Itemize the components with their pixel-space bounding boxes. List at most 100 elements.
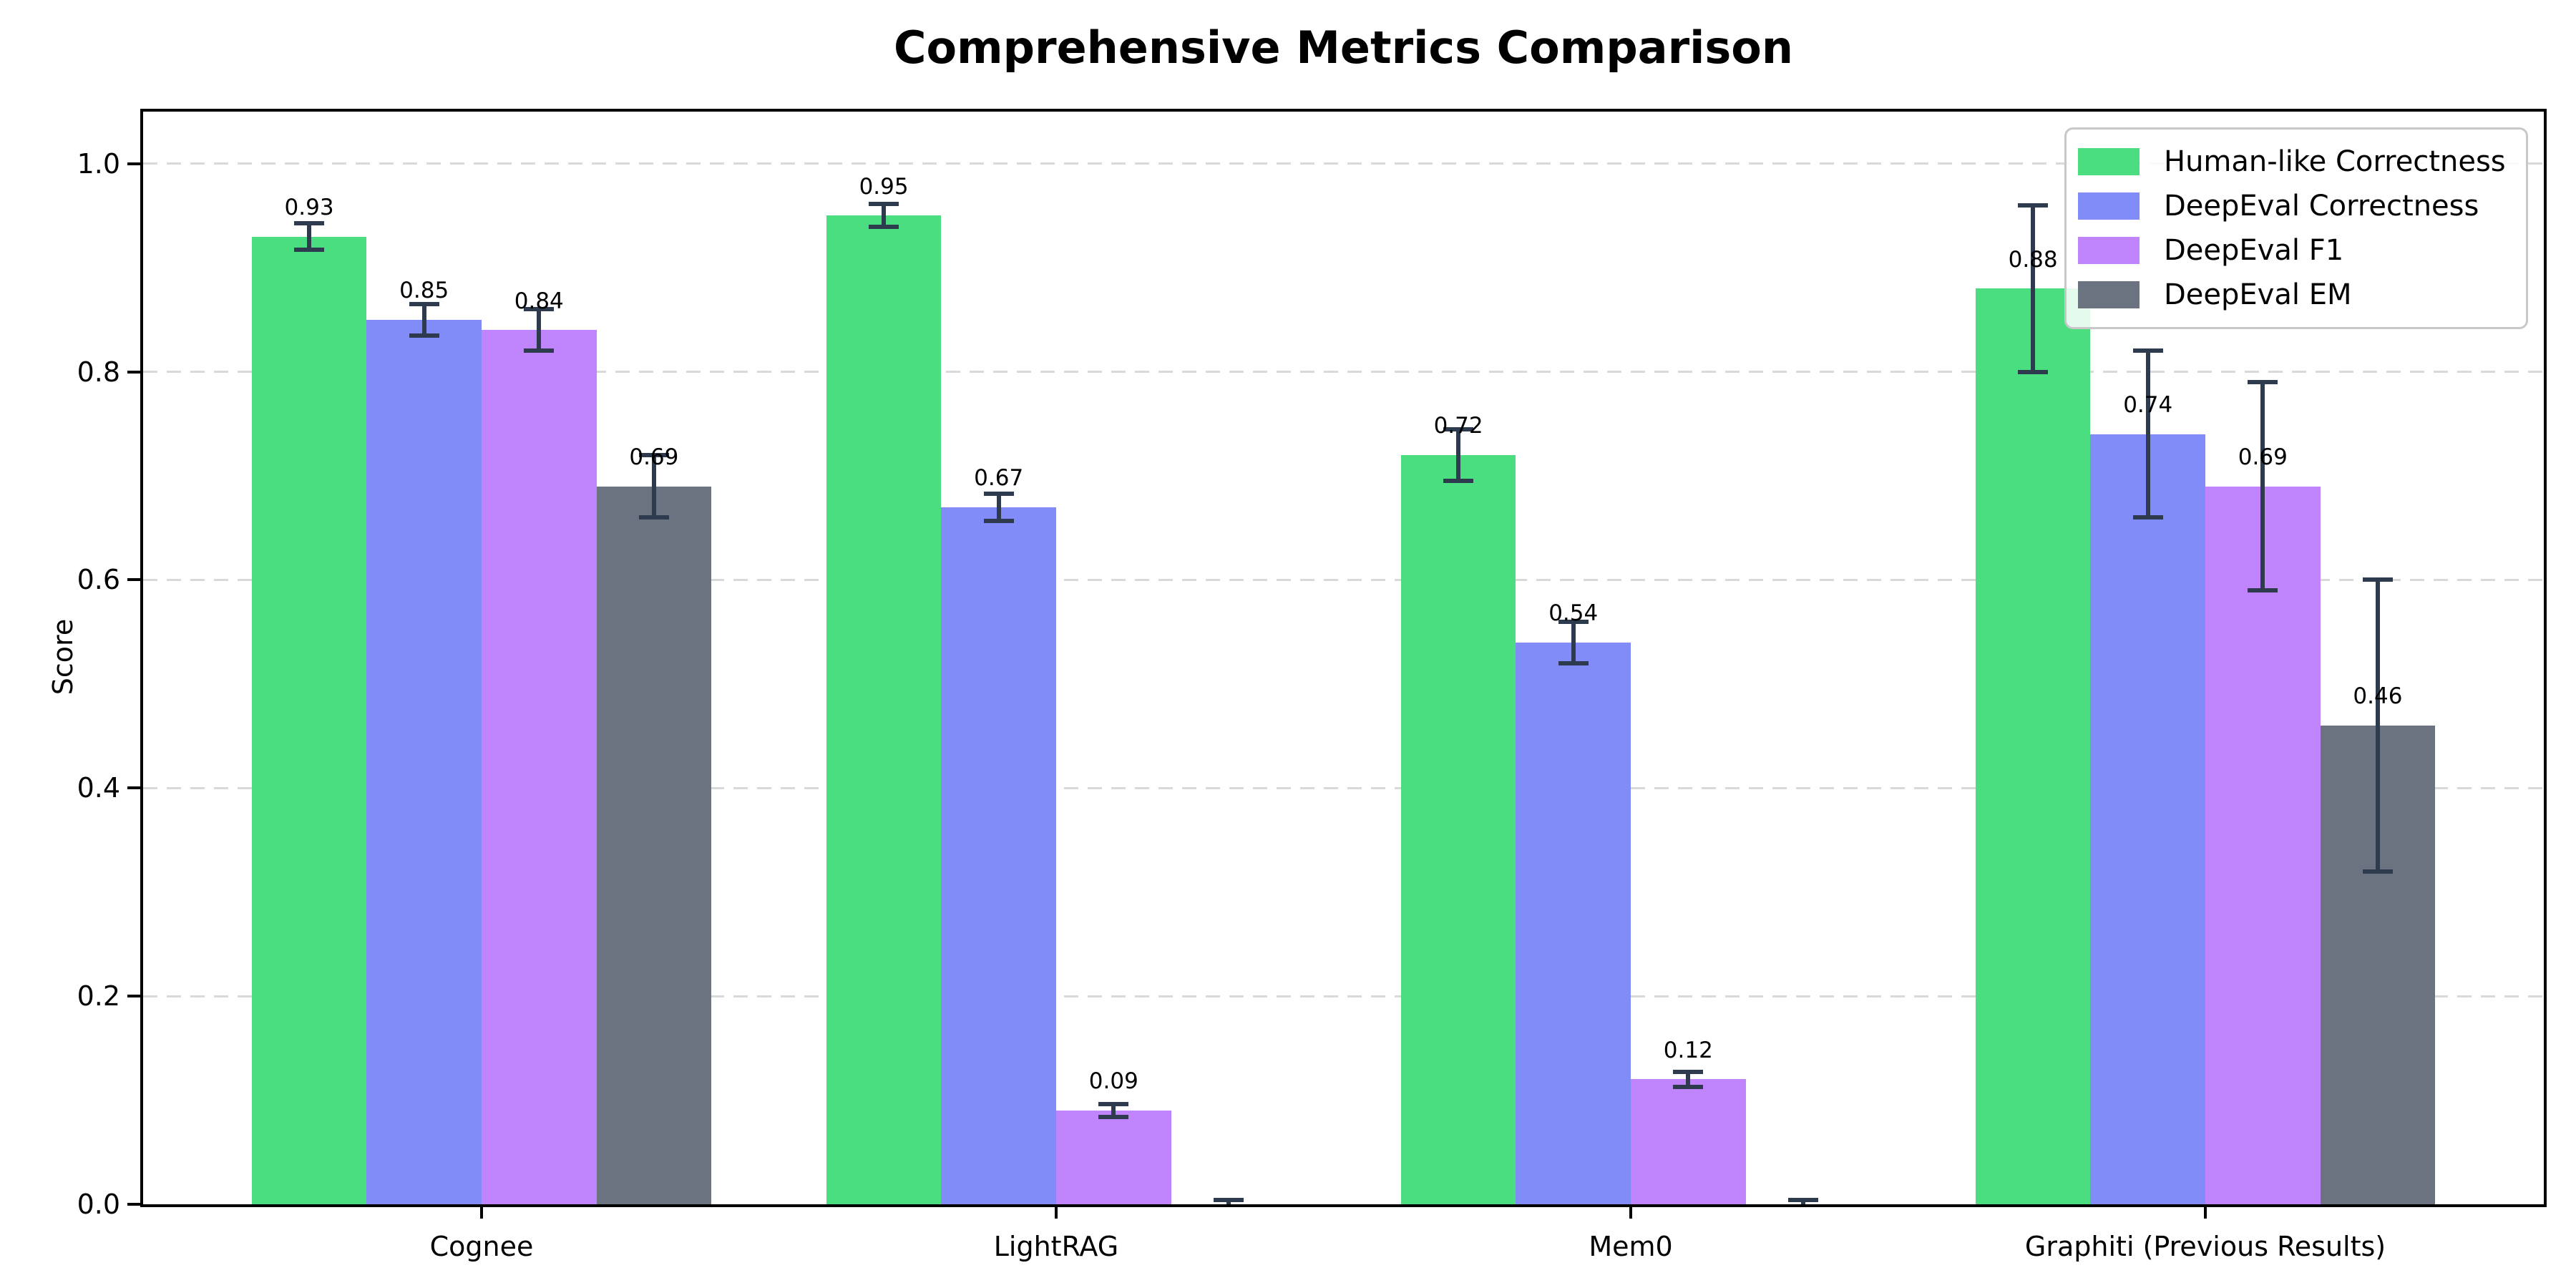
error-bar-cap-top [638,452,669,457]
error-bar-cap-top [1098,1102,1129,1107]
y-tick-label: 0.8 [77,356,120,388]
error-bar-cap-bottom [1443,479,1474,484]
y-tick-label: 0.4 [77,772,120,804]
y-tick-mark [127,995,140,998]
legend-label: Human-like Correctness [2164,145,2506,178]
bar-value-label: 0.67 [974,464,1024,491]
bar-value-label: 0.74 [2123,392,2173,419]
error-bar-cap-top [1787,1198,1818,1203]
bar-value-label: 0.09 [1088,1068,1138,1095]
error-bar-cap-bottom [2018,369,2049,374]
error-bar-cap-top [869,202,899,207]
error-bar-cap-top [524,307,555,312]
y-tick-label: 0.6 [77,564,120,596]
gridline [143,995,2544,997]
error-bar [996,493,1001,521]
legend-item: DeepEval Correctness [2078,184,2519,228]
error-bar-cap-top [2132,348,2163,353]
error-bar-cap-bottom [524,348,555,353]
y-axis-label: Score [47,618,79,696]
legend-item: Human-like Correctness [2078,140,2519,184]
error-bar [882,204,887,228]
error-bar-cap-bottom [294,248,325,253]
bar-value-label: 0.46 [2353,683,2403,710]
bar-mem0-s1 [1516,642,1631,1204]
x-tick-mark [1629,1207,1632,1219]
x-tick-label-3: Graphiti (Previous Results) [2024,1231,2386,1262]
bar-value-label: 0.72 [1433,413,1483,439]
error-bar [2260,382,2265,590]
error-bar [1686,1072,1691,1087]
bar-value-label: 0.12 [1663,1037,1713,1063]
x-tick-mark [479,1207,483,1219]
error-bar-cap-bottom [1673,1084,1704,1089]
bar-lightrag-s0 [826,215,942,1204]
chart-legend: Human-like Correctness DeepEval Correctne… [2064,127,2528,329]
error-bar-cap-bottom [2132,515,2163,520]
error-bar-cap-top [409,302,439,307]
error-bar-cap-bottom [869,225,899,230]
error-bar-cap-top [294,220,325,225]
legend-swatch-icon [2078,281,2140,308]
bar-value-label: 0.84 [514,288,564,314]
bar-cognee-s0 [251,236,367,1204]
gridline [143,786,2544,789]
error-bar-cap-bottom [1098,1114,1129,1119]
error-bar-cap-top [2248,380,2278,385]
legend-item: DeepEval EM [2078,273,2519,317]
bar-value-label: 0.69 [629,444,679,470]
legend-label: DeepEval F1 [2164,234,2344,267]
error-bar [1111,1104,1116,1117]
error-bar [1571,621,1576,663]
error-bar-cap-bottom [1558,660,1589,665]
bar-mem0-s0 [1400,454,1516,1204]
error-bar [651,454,656,518]
x-tick-label-2: Mem0 [1589,1231,1673,1262]
legend-swatch-icon [2078,192,2140,220]
error-bar [1456,429,1461,482]
y-tick-mark [127,162,140,165]
legend-label: DeepEval Correctness [2164,190,2479,223]
gridline [143,162,2544,165]
legend-item: DeepEval F1 [2078,228,2519,273]
bar-cognee-s3 [596,486,712,1204]
error-bar-cap-bottom [409,333,439,338]
error-bar-cap-bottom [638,515,669,520]
x-tick-label-1: LightRAG [993,1231,1119,1262]
y-tick-mark [127,1203,140,1206]
error-bar-cap-top [1443,426,1474,431]
error-bar-cap-top [1558,619,1589,624]
bar-graphiti-previous-results--s1 [2090,434,2205,1204]
bar-value-label: 0.95 [859,173,909,200]
error-bar [307,223,312,250]
bar-value-label: 0.93 [284,194,334,220]
gridline [143,371,2544,374]
error-bar-cap-top [2362,577,2393,582]
bar-value-label: 0.85 [399,278,449,304]
legend-label: DeepEval EM [2164,278,2352,311]
error-bar-cap-top [983,491,1014,496]
x-tick-mark [1054,1207,1058,1219]
y-tick-label: 1.0 [77,147,120,180]
error-bar-cap-top [1673,1070,1704,1075]
bar-cognee-s2 [481,330,597,1204]
x-tick-mark [2204,1207,2207,1219]
bar-lightrag-s1 [941,507,1056,1204]
bar-value-label: 0.88 [2008,246,2058,273]
y-tick-mark [127,786,140,790]
bar-cognee-s1 [366,319,482,1204]
error-bar [2031,205,2036,372]
y-tick-label: 0.2 [77,980,120,1013]
x-tick-label-0: Cognee [429,1231,534,1262]
y-tick-mark [127,370,140,374]
bar-mem0-s2 [1631,1079,1746,1204]
bar-lightrag-s2 [1055,1111,1171,1204]
bar-value-label: 0.69 [2238,444,2288,470]
y-tick-mark [127,578,140,582]
legend-swatch-icon [2078,148,2140,175]
bar-value-label: 0.54 [1548,600,1599,626]
error-bar-cap-bottom [2362,869,2393,874]
error-bar-cap-top [2018,203,2049,208]
error-bar [537,309,542,351]
